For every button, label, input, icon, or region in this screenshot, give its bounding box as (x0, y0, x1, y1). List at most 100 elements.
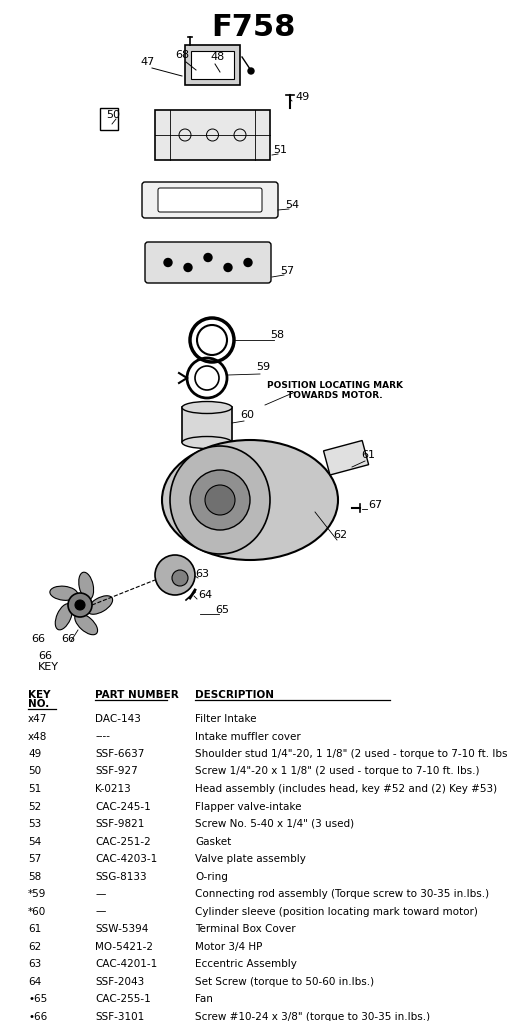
Text: TOWARDS MOTOR.: TOWARDS MOTOR. (287, 391, 383, 400)
Text: 47: 47 (141, 57, 155, 67)
Text: 62: 62 (333, 530, 347, 540)
Text: SSF-2043: SSF-2043 (95, 976, 144, 986)
Text: 59: 59 (256, 362, 270, 372)
Text: PART NUMBER: PART NUMBER (95, 690, 179, 700)
Text: 66: 66 (38, 651, 52, 661)
Text: Flapper valve-intake: Flapper valve-intake (195, 801, 302, 812)
Ellipse shape (55, 603, 73, 630)
Circle shape (195, 366, 219, 390)
Text: 51: 51 (28, 784, 41, 794)
Ellipse shape (87, 595, 113, 615)
Text: 64: 64 (28, 976, 41, 986)
Bar (185, 45, 240, 85)
Circle shape (172, 570, 188, 586)
Text: *59: *59 (28, 889, 46, 900)
Ellipse shape (182, 437, 232, 448)
Text: CAC-251-2: CAC-251-2 (95, 836, 151, 846)
Text: 54: 54 (285, 200, 299, 210)
Text: Filter Intake: Filter Intake (195, 714, 257, 724)
Text: 49: 49 (28, 749, 41, 759)
Circle shape (197, 325, 227, 355)
FancyBboxPatch shape (158, 188, 262, 212)
Text: 51: 51 (273, 145, 287, 155)
Text: Terminal Box Cover: Terminal Box Cover (195, 924, 296, 934)
Circle shape (204, 253, 212, 261)
Circle shape (68, 593, 92, 617)
Text: KEY: KEY (38, 662, 59, 672)
Text: SSW-5394: SSW-5394 (95, 924, 149, 934)
Text: SSF-927: SSF-927 (95, 767, 138, 777)
FancyBboxPatch shape (142, 182, 278, 218)
Text: NO.: NO. (28, 699, 49, 709)
Circle shape (155, 555, 195, 595)
Text: 62: 62 (28, 941, 41, 952)
Text: ----: ---- (95, 731, 110, 741)
Text: x47: x47 (28, 714, 47, 724)
Text: 65: 65 (215, 605, 229, 615)
Ellipse shape (75, 614, 97, 635)
Text: 61: 61 (361, 450, 375, 460)
Text: Intake muffler cover: Intake muffler cover (195, 731, 301, 741)
Text: MO-5421-2: MO-5421-2 (95, 941, 153, 952)
Circle shape (244, 258, 252, 266)
Text: SSF-9821: SSF-9821 (95, 819, 144, 829)
Text: •65: •65 (28, 994, 47, 1004)
Text: Screw #10-24 x 3/8" (torque to 30-35 in.lbs.): Screw #10-24 x 3/8" (torque to 30-35 in.… (195, 1012, 430, 1021)
Text: 57: 57 (28, 854, 41, 864)
Text: SSF-3101: SSF-3101 (95, 1012, 144, 1021)
Text: 50: 50 (106, 110, 120, 120)
Text: 52: 52 (28, 801, 41, 812)
Text: —: — (95, 907, 105, 917)
Bar (155, 110, 270, 160)
FancyBboxPatch shape (145, 242, 271, 283)
Text: Connecting rod assembly (Torque screw to 30-35 in.lbs.): Connecting rod assembly (Torque screw to… (195, 889, 489, 900)
Text: Screw 1/4"-20 x 1 1/8" (2 used - torque to 7-10 ft. lbs.): Screw 1/4"-20 x 1 1/8" (2 used - torque … (195, 767, 480, 777)
Text: Cylinder sleeve (position locating mark toward motor): Cylinder sleeve (position locating mark … (195, 907, 478, 917)
Bar (191, 51, 234, 79)
Text: Screw No. 5-40 x 1/4" (3 used): Screw No. 5-40 x 1/4" (3 used) (195, 819, 354, 829)
Text: 63: 63 (195, 569, 209, 579)
Text: Fan: Fan (195, 994, 213, 1004)
Text: •66: •66 (28, 1012, 47, 1021)
Text: 60: 60 (240, 410, 254, 420)
Text: 68: 68 (175, 50, 189, 60)
Text: 58: 58 (28, 872, 41, 881)
Text: Motor 3/4 HP: Motor 3/4 HP (195, 941, 263, 952)
Text: 50: 50 (28, 767, 41, 777)
Text: 61: 61 (28, 924, 41, 934)
Text: CAC-255-1: CAC-255-1 (95, 994, 151, 1004)
Ellipse shape (50, 586, 78, 600)
Text: 64: 64 (198, 590, 212, 600)
Text: SSF-6637: SSF-6637 (95, 749, 144, 759)
Circle shape (248, 68, 254, 74)
Text: DESCRIPTION: DESCRIPTION (195, 690, 274, 700)
Ellipse shape (162, 440, 338, 560)
Bar (100, 108, 118, 130)
Circle shape (75, 600, 85, 610)
Text: CAC-4201-1: CAC-4201-1 (95, 959, 157, 969)
Text: 67: 67 (368, 500, 382, 510)
Text: 63: 63 (28, 959, 41, 969)
Circle shape (164, 258, 172, 266)
Text: DAC-143: DAC-143 (95, 714, 141, 724)
Text: Set Screw (torque to 50-60 in.lbs.): Set Screw (torque to 50-60 in.lbs.) (195, 976, 374, 986)
Text: K-0213: K-0213 (95, 784, 131, 794)
Text: Head assembly (includes head, key #52 and (2) Key #53): Head assembly (includes head, key #52 an… (195, 784, 497, 794)
Text: Eccentric Assembly: Eccentric Assembly (195, 959, 297, 969)
Text: 66: 66 (31, 634, 45, 644)
Bar (323, 440, 369, 475)
Text: —: — (95, 889, 105, 900)
Text: SSG-8133: SSG-8133 (95, 872, 147, 881)
Ellipse shape (170, 446, 270, 554)
Text: Valve plate assembly: Valve plate assembly (195, 854, 306, 864)
Text: KEY: KEY (28, 690, 51, 700)
Text: CAC-245-1: CAC-245-1 (95, 801, 151, 812)
Circle shape (224, 263, 232, 272)
Text: 49: 49 (295, 92, 309, 102)
Ellipse shape (182, 401, 232, 414)
Circle shape (184, 263, 192, 272)
Circle shape (190, 470, 250, 530)
Text: *60: *60 (28, 907, 46, 917)
Bar (182, 407, 232, 442)
Text: POSITION LOCATING MARK: POSITION LOCATING MARK (267, 381, 403, 390)
